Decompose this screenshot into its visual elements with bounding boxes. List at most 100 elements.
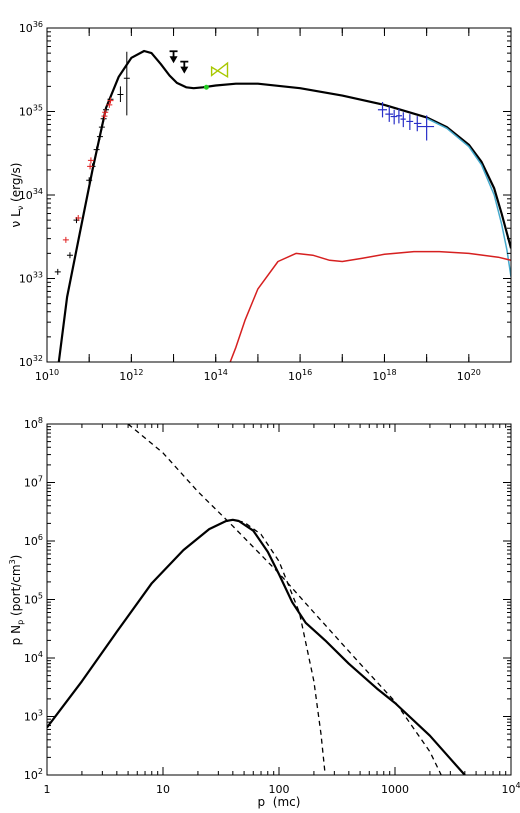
radio-data-point	[54, 268, 61, 275]
sed-series-1-line	[426, 117, 511, 277]
x-tick-label: 1010	[35, 368, 59, 383]
momentum-axes-frame	[46, 423, 512, 776]
y-tick-label-base: 10	[19, 22, 33, 35]
y-tick-label: 1036	[19, 20, 43, 35]
y-tick-label-exponent: 5	[38, 592, 43, 601]
xray-data-point	[396, 108, 402, 124]
sed-series-0-line	[57, 49, 511, 362]
sed-y-axis-label: ν Lν (erg/s)	[9, 163, 25, 228]
y-tick-label-base: 10	[24, 652, 38, 665]
y-tick-label: 102	[24, 767, 43, 782]
y-tick-label: 1032	[19, 354, 43, 369]
y-tick-label-base: 10	[24, 477, 38, 490]
y-tick-label: 107	[24, 475, 43, 490]
x-tick-label: 104	[501, 781, 520, 796]
xray-data-point	[417, 115, 435, 141]
x-tick-label-base: 10	[204, 370, 218, 383]
momentum-series-1-dashed-line	[47, 519, 326, 775]
y-tick-label-base: 10	[24, 418, 38, 431]
y-tick-label-base: 10	[24, 594, 38, 607]
xray-data-point	[377, 101, 388, 118]
upper-limit-arrowhead	[169, 56, 178, 64]
momentum-plot-content	[47, 424, 466, 775]
y-tick-label: 103	[24, 709, 43, 724]
x-tick-label-base: 10	[35, 370, 49, 383]
momentum-series-2-dashed-line	[127, 424, 442, 775]
y-tick-label-exponent: 36	[33, 20, 43, 29]
x-tick-label: 1000	[381, 783, 409, 796]
sed-axes-frame	[46, 27, 512, 363]
radio-data-point	[100, 115, 107, 122]
x-tick-label: 1014	[204, 368, 228, 383]
y-tick-label-exponent: 4	[38, 650, 43, 659]
radio-data-point-red	[101, 113, 108, 120]
radio-data-point-red	[87, 163, 94, 170]
x-tick-label: 1018	[372, 368, 396, 383]
momentum-x-axis-label: p (mc)	[258, 795, 301, 809]
radio-data-point	[86, 177, 93, 184]
y-tick-label-base: 10	[24, 769, 38, 782]
y-tick-label-exponent: 35	[33, 104, 43, 113]
sed-curves	[57, 49, 511, 362]
x-tick-label-base: 10	[372, 370, 386, 383]
xray-data-point	[413, 116, 422, 132]
y-tick-label-base: 10	[19, 273, 33, 286]
sed-plot-content	[54, 15, 511, 362]
y-tick-label-exponent: 34	[33, 187, 43, 196]
radio-data-point-red	[106, 101, 113, 108]
y-tick-label-base: 10	[19, 356, 33, 369]
y-tick-label-exponent: 2	[38, 767, 43, 776]
y-tick-label-exponent: 6	[38, 533, 43, 542]
x-tick-label: 100	[269, 783, 290, 796]
y-tick-label: 106	[24, 533, 43, 548]
y-tick-label: 1033	[19, 271, 43, 286]
x-tick-label-base: 10	[119, 370, 133, 383]
x-tick-label-exponent: 20	[471, 368, 481, 377]
x-tick-label: 1020	[457, 368, 481, 383]
sed-axis-ticks: 1010 1012 1014 1016 1018 10201032103310341035…	[19, 20, 512, 383]
sed-data-markers	[54, 15, 435, 275]
y-tick-label: 1035	[19, 104, 43, 119]
y-tick-label-exponent: 32	[33, 354, 43, 363]
y-tick-label-exponent: 7	[38, 475, 43, 484]
radio-data-point-red	[107, 97, 114, 104]
radio-data-point-red	[87, 157, 94, 164]
y-tick-label-base: 10	[24, 711, 38, 724]
infrared-bowtie	[210, 61, 229, 79]
x-tick-label: 1012	[119, 368, 143, 383]
y-tick-label-exponent: 3	[38, 709, 43, 718]
x-tick-label: 1	[44, 783, 51, 796]
x-tick-label-base: 10	[457, 370, 471, 383]
xray-data-point	[385, 106, 394, 122]
x-tick-label-base: 10	[288, 370, 302, 383]
radio-data-point	[93, 146, 100, 153]
radio-data-point-red	[62, 236, 69, 243]
radio-data-point	[102, 106, 109, 113]
y-tick-label-exponent: 8	[38, 416, 43, 425]
xray-data-point	[406, 114, 414, 131]
radio-data-point	[66, 252, 73, 259]
xray-data-point	[400, 112, 406, 128]
y-tick-label-base: 10	[19, 189, 33, 202]
radio-data-point-red	[75, 215, 82, 222]
xray-data-point	[390, 109, 398, 125]
x-tick-label-exponent: 14	[218, 368, 228, 377]
errorbar-point	[123, 51, 130, 116]
upper-limit-arrowhead	[180, 66, 189, 74]
upper-limit-arrow	[170, 15, 178, 25]
momentum-curves	[47, 424, 466, 775]
x-tick-label-exponent: 10	[49, 368, 59, 377]
y-tick-label: 104	[24, 650, 43, 665]
radio-data-point-red	[102, 109, 109, 116]
y-tick-label-base: 10	[24, 535, 38, 548]
x-tick-label: 1016	[288, 368, 312, 383]
momentum-series-0-line	[47, 518, 466, 775]
x-tick-label: 10	[156, 783, 170, 796]
radio-data-point	[98, 124, 105, 131]
radio-data-point	[96, 133, 103, 140]
sed-series-2-line	[229, 250, 511, 362]
y-tick-label: 108	[24, 416, 43, 431]
sed-panel: 1010 1012 1014 1016 1018 10201032103310341035…	[9, 15, 512, 383]
